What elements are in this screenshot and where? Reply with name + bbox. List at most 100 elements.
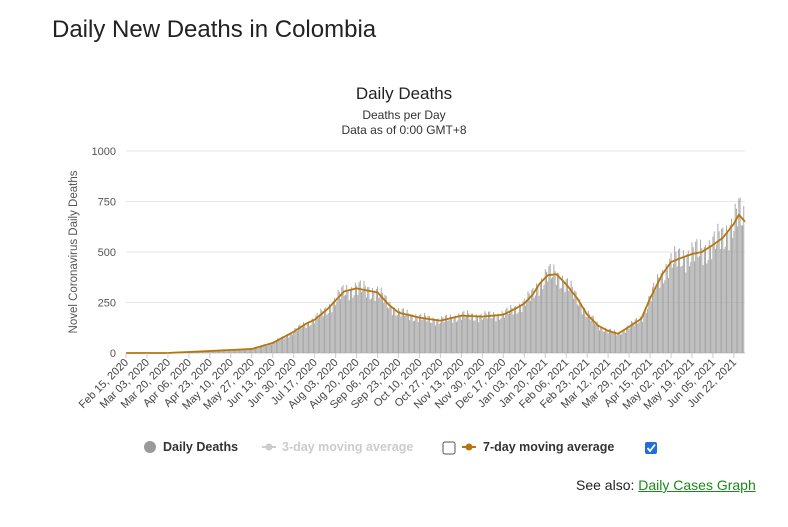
- daily-deaths-bar: [288, 337, 290, 353]
- daily-deaths-bar: [231, 350, 233, 353]
- daily-deaths-bar: [496, 314, 498, 353]
- daily-deaths-bar: [379, 296, 381, 353]
- daily-deaths-bar: [655, 287, 657, 353]
- daily-deaths-bar: [253, 348, 255, 353]
- daily-deaths-bar: [468, 313, 470, 353]
- daily-deaths-bar: [599, 330, 600, 353]
- legend-daily-deaths-label: Daily Deaths: [163, 440, 238, 454]
- daily-deaths-bar: [638, 322, 640, 353]
- daily-deaths-bar: [230, 349, 232, 353]
- daily-deaths-bar: [681, 265, 683, 353]
- daily-deaths-bar: [552, 277, 554, 353]
- daily-deaths-bar: [292, 334, 293, 353]
- daily-deaths-bar: [610, 328, 612, 353]
- daily-deaths-bar: [558, 273, 560, 353]
- daily-deaths-bar: [341, 287, 343, 353]
- daily-deaths-bar: [608, 329, 610, 353]
- y-tick-label: 750: [98, 197, 116, 209]
- daily-deaths-bar: [511, 307, 513, 353]
- daily-deaths-bar: [347, 289, 349, 353]
- daily-deaths-bar: [534, 295, 536, 353]
- three-day-checkbox[interactable]: [442, 441, 456, 455]
- daily-deaths-bar: [414, 320, 415, 353]
- daily-deaths-bar: [596, 321, 598, 353]
- daily-deaths-bar: [555, 284, 557, 353]
- daily-deaths-bar: [310, 324, 312, 353]
- daily-deaths-bar: [528, 293, 530, 353]
- daily-deaths-bar: [507, 313, 509, 353]
- daily-deaths-bar: [579, 299, 581, 353]
- daily-deaths-bar: [457, 320, 459, 353]
- daily-deaths-bar: [527, 291, 529, 353]
- daily-deaths-bar: [258, 346, 260, 353]
- daily-deaths-bar: [697, 257, 699, 353]
- daily-deaths-bar: [601, 326, 603, 353]
- daily-deaths-bar: [329, 304, 330, 353]
- daily-deaths-bar: [575, 291, 577, 353]
- daily-deaths-bar: [554, 271, 556, 353]
- y-tick-label: 0: [110, 348, 116, 360]
- daily-deaths-bar: [215, 350, 217, 353]
- daily-deaths-bar: [364, 286, 366, 353]
- daily-cases-graph-link[interactable]: Daily Cases Graph: [638, 477, 756, 493]
- daily-deaths-bar: [728, 250, 730, 353]
- daily-deaths-bar: [739, 197, 741, 353]
- daily-deaths-bar: [559, 288, 561, 353]
- daily-deaths-bar: [269, 343, 271, 353]
- daily-deaths-bar: [317, 318, 319, 353]
- daily-deaths-bar: [723, 249, 725, 353]
- daily-deaths-bar: [465, 316, 467, 353]
- daily-deaths-bar: [587, 310, 589, 353]
- daily-deaths-bar: [383, 302, 385, 353]
- daily-deaths-bar: [737, 226, 739, 353]
- daily-deaths-bar: [377, 286, 378, 353]
- daily-deaths-bar: [643, 312, 645, 353]
- daily-deaths-bar: [250, 349, 251, 353]
- legend-item-seven-day-average[interactable]: 7-day moving average: [462, 440, 614, 454]
- daily-deaths-bar: [531, 289, 533, 353]
- daily-deaths-bar: [707, 260, 709, 353]
- legend-item-three-day-average[interactable]: 3-day moving average: [262, 440, 413, 454]
- daily-deaths-bar: [333, 297, 335, 353]
- daily-deaths-bar: [557, 272, 559, 353]
- daily-deaths-bar: [565, 279, 567, 353]
- daily-deaths-bar: [372, 287, 374, 353]
- daily-deaths-bar: [606, 329, 608, 353]
- daily-deaths-bar: [714, 248, 716, 353]
- daily-deaths-bar: [679, 248, 681, 353]
- daily-deaths-bar: [476, 316, 478, 353]
- daily-deaths-bar: [411, 314, 413, 353]
- daily-deaths-bar: [600, 326, 602, 353]
- daily-deaths-bar: [726, 225, 727, 353]
- daily-deaths-bar: [613, 329, 615, 353]
- legend-item-daily-deaths[interactable]: Daily Deaths: [144, 440, 238, 454]
- daily-deaths-bar: [490, 318, 492, 353]
- daily-deaths-bar: [566, 278, 568, 353]
- daily-deaths-bar: [733, 230, 735, 353]
- daily-deaths-bar: [603, 331, 605, 353]
- daily-deaths-bar: [219, 350, 221, 353]
- seven-day-checkbox[interactable]: [645, 442, 657, 454]
- daily-deaths-bar: [502, 312, 504, 353]
- y-axis-label: Novel Coronavirus Daily Deaths: [68, 170, 80, 333]
- daily-deaths-bar: [743, 206, 745, 353]
- daily-deaths-bar: [213, 350, 214, 353]
- daily-deaths-bar: [501, 311, 503, 353]
- daily-deaths-bar: [518, 303, 520, 353]
- daily-deaths-bar: [373, 292, 375, 353]
- daily-deaths-bar: [676, 266, 678, 353]
- daily-deaths-bar: [393, 307, 395, 353]
- daily-deaths-bar: [296, 331, 298, 353]
- daily-deaths-bar: [727, 232, 729, 353]
- daily-deaths-bar: [463, 311, 465, 353]
- daily-deaths-bar: [332, 301, 334, 353]
- daily-deaths-bar: [222, 350, 224, 353]
- daily-deaths-bar: [438, 323, 440, 353]
- daily-deaths-bar: [586, 316, 588, 353]
- daily-deaths-bar: [416, 316, 418, 353]
- daily-deaths-bar: [456, 321, 457, 353]
- daily-deaths-bar: [324, 308, 325, 353]
- daily-deaths-bar: [338, 291, 340, 353]
- daily-deaths-bar: [308, 321, 309, 353]
